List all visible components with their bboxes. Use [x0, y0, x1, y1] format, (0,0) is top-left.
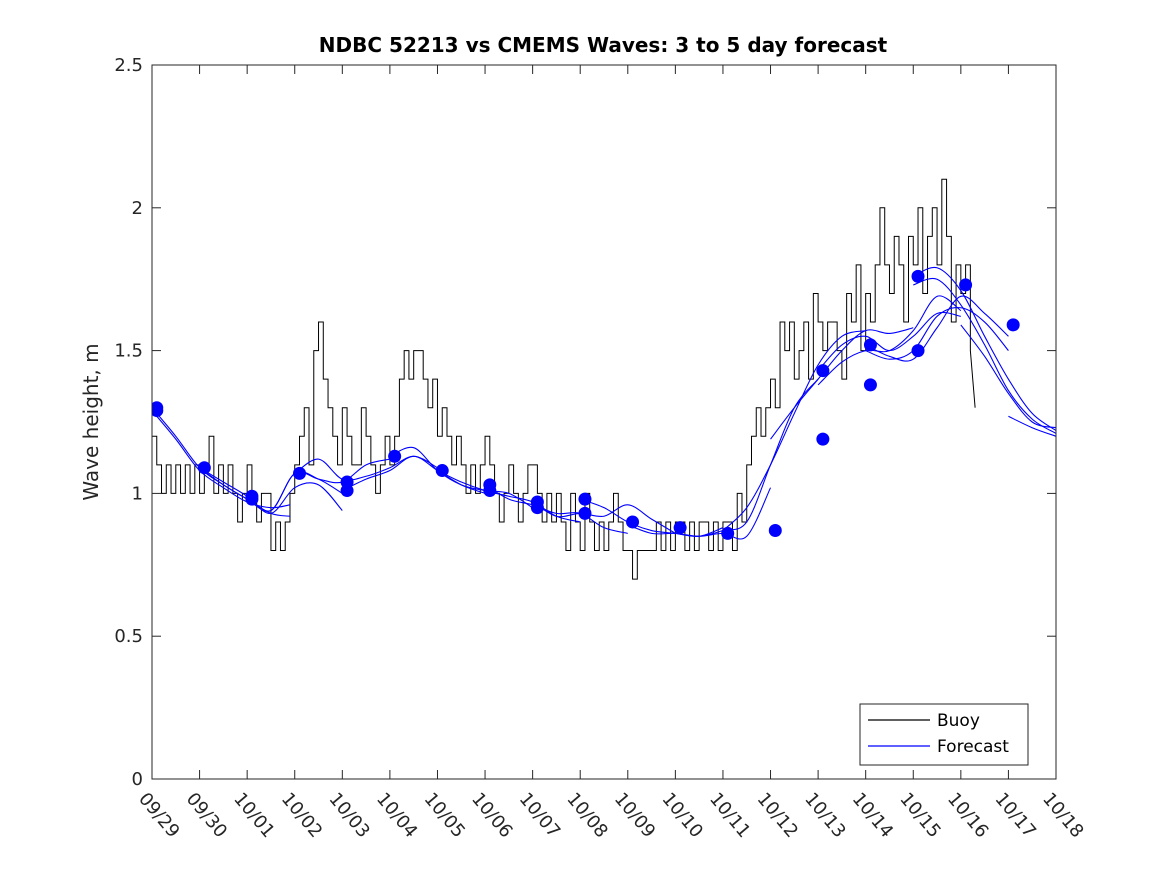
forecast-series-line: [484, 484, 628, 534]
forecast-marker: [197, 461, 211, 475]
y-tick-label: 0: [132, 769, 143, 790]
forecast-series-line: [960, 324, 1056, 429]
forecast-marker: [911, 269, 925, 283]
forecast-series-line: [865, 307, 1009, 360]
forecast-marker: [578, 506, 592, 520]
forecast-marker: [1006, 318, 1020, 332]
legend: Buoy Forecast: [859, 703, 1029, 766]
forecast-series-line: [152, 410, 291, 509]
forecast-marker: [911, 344, 925, 358]
forecast-series-line: [1008, 415, 1056, 437]
forecast-marker: [863, 378, 877, 392]
forecast-marker: [483, 484, 497, 498]
buoy-series-line: [152, 178, 976, 580]
plot-background: [152, 65, 1056, 779]
forecast-series-line: [199, 467, 343, 514]
y-tick-label: 2: [132, 198, 143, 219]
forecast-marker: [388, 449, 402, 463]
y-tick-label: 0.5: [114, 626, 143, 647]
forecast-marker: [245, 492, 259, 506]
forecast-marker: [626, 515, 640, 529]
forecast-series-line: [913, 277, 1056, 434]
forecast-series-line: [246, 458, 391, 512]
legend-entry-label: Forecast: [937, 737, 1009, 757]
forecast-marker: [152, 404, 164, 418]
forecast-marker: [816, 432, 830, 446]
forecast-series-line: [389, 446, 533, 509]
chart-title: NDBC 52213 vs CMEMS Waves: 3 to 5 day fo…: [319, 33, 888, 57]
forecast-marker: [816, 364, 830, 378]
forecast-series-line: [913, 266, 1056, 432]
forecast-marker: [959, 278, 973, 292]
forecast-marker: [721, 526, 735, 540]
forecast-marker: [435, 464, 449, 478]
data-layer: [152, 178, 1056, 580]
y-axis-label: Wave height, m: [79, 343, 103, 500]
forecast-marker: [292, 466, 306, 480]
forecast-series-line: [770, 327, 914, 440]
plot-area: 00.511.522.509/2909/3010/0110/0210/0310/…: [114, 55, 1087, 842]
forecast-marker: [673, 521, 687, 535]
forecast-marker: [768, 524, 782, 538]
y-tick-label: 1: [132, 483, 143, 504]
forecast-marker: [530, 501, 544, 515]
forecast-series-line: [865, 295, 1009, 362]
axes-box: [151, 64, 1057, 780]
forecast-series-line: [532, 501, 676, 534]
forecast-series-line: [722, 330, 866, 531]
forecast-marker: [578, 492, 592, 506]
forecast-marker: [863, 338, 877, 352]
forecast-series-line: [817, 311, 961, 371]
y-tick-label: 1.5: [114, 341, 143, 362]
legend-entry-label: Buoy: [937, 711, 980, 731]
forecast-marker: [340, 484, 354, 498]
legend-box: [859, 703, 1029, 766]
y-tick-label: 2.5: [114, 55, 143, 76]
